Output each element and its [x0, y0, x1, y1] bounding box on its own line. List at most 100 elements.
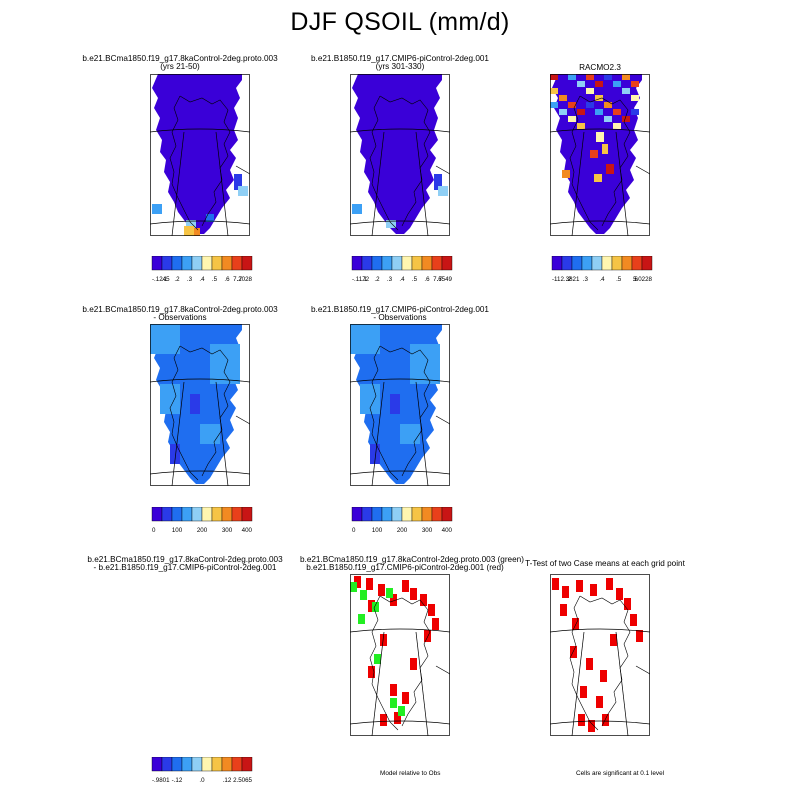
grid-cell	[604, 102, 612, 108]
grid-cell	[552, 578, 559, 590]
grid-cell	[600, 670, 607, 682]
panel-title-line: b.e21.BCma1850.f19_g17.8kaControl-2deg.p…	[87, 555, 283, 564]
grid-cell	[610, 634, 617, 646]
grid-cell	[606, 578, 613, 590]
colorbar-box	[401, 256, 413, 271]
panel-title-line: b.e21.BCma1850.f19_g17.8kaControl-2deg.p…	[82, 305, 278, 314]
colorbar-box	[181, 507, 193, 522]
meridian-line	[371, 131, 385, 236]
map-frame	[350, 74, 450, 236]
colorbar-box	[381, 256, 393, 271]
colorbar-tick-label: .5	[412, 276, 418, 283]
coastline	[369, 595, 431, 731]
latitude-line	[150, 220, 250, 225]
colorbar-box	[601, 256, 613, 271]
grid-cell	[595, 109, 603, 115]
grid-cell	[586, 658, 593, 670]
grid-cell	[434, 174, 442, 190]
grid-cell	[170, 444, 180, 464]
grid-cell	[586, 74, 594, 80]
colorbar-box	[361, 507, 373, 522]
panel-title-line: b.e21.BCma1850.f19_g17.8kaControl-2deg.p…	[300, 555, 524, 564]
meridian-line	[435, 165, 450, 175]
grid-cell	[200, 424, 220, 444]
latitude-line	[350, 378, 450, 383]
panel-title-p7: b.e21.BCma1850.f19_g17.8kaControl-2deg.p…	[300, 555, 524, 572]
colorbar-box	[191, 256, 203, 271]
colorbar-tick-label: .4	[399, 276, 405, 283]
colorbar-tick-label: 400	[442, 527, 453, 534]
map-gridlines	[350, 324, 450, 486]
grid-cell	[372, 602, 379, 612]
grid-cell	[206, 214, 214, 222]
colorbar-tick-label: .2	[566, 276, 572, 283]
meridian-line	[435, 665, 450, 675]
coastline	[369, 95, 431, 231]
meridian-line	[571, 631, 585, 736]
panel-title-p3: RACMO2.3	[540, 63, 660, 72]
grid-cell	[410, 588, 417, 600]
colorbar-box	[411, 507, 423, 522]
grid-cell	[631, 81, 639, 87]
colorbar-box	[241, 507, 253, 522]
meridian-line	[215, 131, 229, 236]
colorbar-tick-label: 0	[152, 527, 156, 534]
colorbar-tick-label: .4	[199, 276, 205, 283]
note-model-relative: Model relative to Obs	[380, 770, 441, 777]
grid-cell	[238, 186, 248, 196]
colorbar-box	[171, 757, 183, 772]
colorbar-tick-label: .3	[187, 276, 193, 283]
grid-cell	[622, 116, 630, 122]
colorbar-box	[201, 757, 213, 772]
grid-cell	[622, 88, 630, 94]
colorbar-box	[191, 507, 203, 522]
grid-cell	[150, 324, 180, 354]
meridian-line	[415, 131, 429, 236]
meridian-line	[371, 631, 385, 736]
colorbar-tick-label: .0	[199, 777, 205, 784]
map-p8	[550, 574, 650, 736]
grid-cell	[578, 714, 585, 726]
colorbar-box	[591, 256, 603, 271]
grid-cell	[366, 578, 373, 590]
colorbar-tick-label: 200	[197, 527, 208, 534]
colorbar-box	[381, 507, 393, 522]
colorbar-tick-label: .1	[362, 276, 368, 283]
colorbar-tick-label: 7.6549	[433, 276, 452, 283]
colorbar-tick-label: 7.2028	[233, 276, 252, 283]
grid-cell	[410, 344, 440, 384]
grid-cell	[550, 102, 558, 108]
map-p1	[150, 74, 250, 236]
meridian-line	[635, 665, 650, 675]
grid-cell	[186, 220, 196, 228]
map-frame	[550, 74, 650, 236]
grid-cell	[358, 614, 365, 624]
map-p4	[150, 324, 250, 486]
map-gridlines	[550, 574, 650, 736]
panel-title-line: b.e21.B1850.f19_g17.CMIP6-piControl-2deg…	[306, 563, 504, 572]
grid-cell	[570, 646, 577, 658]
colorbar-box	[231, 757, 243, 772]
colorbar-box	[171, 256, 183, 271]
colorbar-tick-label: 100	[172, 527, 183, 534]
panel-title-line: (yrs 21-50)	[160, 62, 200, 71]
colorbar-box	[151, 256, 163, 271]
grid-cell	[596, 132, 604, 142]
colorbar-box	[221, 507, 233, 522]
grid-cell	[602, 144, 608, 154]
meridian-line	[415, 381, 429, 486]
grid-cell	[234, 174, 242, 190]
map-fill	[352, 574, 442, 734]
colorbar-tick-label: .2	[174, 276, 180, 283]
colorbar-p5: 0 100 200 300 400	[351, 507, 453, 534]
grid-cell	[590, 584, 597, 596]
colorbar-box	[371, 507, 383, 522]
colorbar-tick-label: .3	[387, 276, 393, 283]
colorbar-box	[161, 757, 173, 772]
panel-title-line: RACMO2.3	[579, 63, 621, 72]
hot-cells	[184, 214, 214, 236]
colorbar-tick-label: -.1172	[352, 276, 370, 283]
grid-cell	[378, 584, 385, 596]
meridian-line	[371, 381, 385, 486]
colorbar-tick-label: -.1245	[152, 276, 170, 283]
